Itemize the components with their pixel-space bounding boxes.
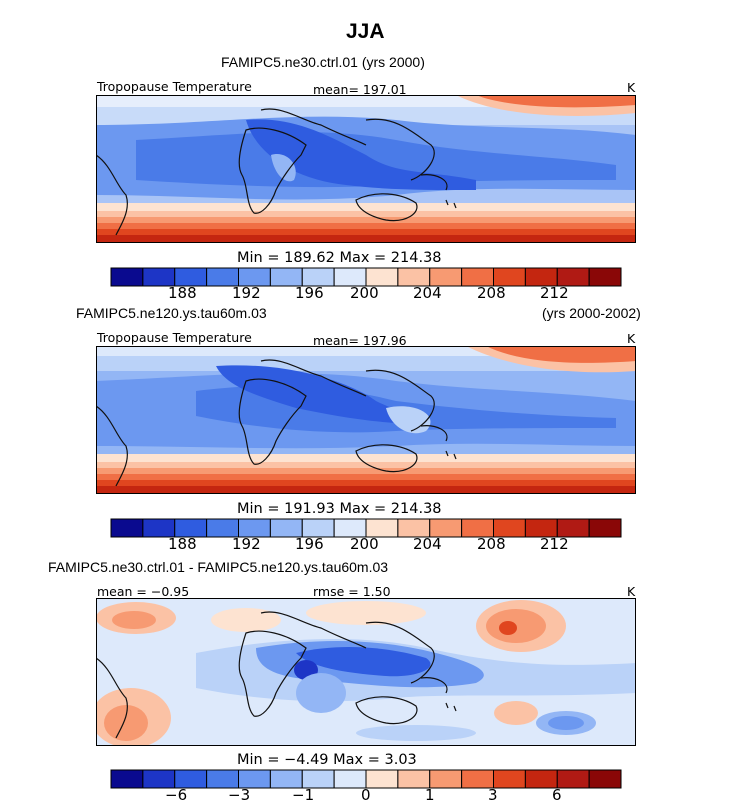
panel1-title: FAMIPC5.ne30.ctrl.01 (yrs 2000): [221, 54, 425, 70]
panel3-colorbar-tick: 0: [361, 786, 371, 804]
colorbar-swatch: [110, 267, 144, 287]
panel2-frame: [96, 346, 636, 494]
panel3-colorbar-tick: −6: [165, 786, 188, 804]
colorbar-swatch: [556, 769, 590, 789]
panel3-min-max: Min = −4.49 Max = 3.03: [237, 752, 417, 768]
panel3-colorbar-tick: −3: [228, 786, 251, 804]
panel2-colorbar-tick: 208: [477, 535, 506, 553]
panel2-years: (yrs 2000-2002): [542, 305, 641, 321]
panel3-frame: [96, 598, 636, 746]
panel3-rmse-label: rmse = 1.50: [313, 584, 391, 599]
colorbar-swatch: [588, 518, 622, 538]
panel3-colorbar-tick: 1: [425, 786, 435, 804]
panel3-map: [96, 598, 636, 746]
colorbar-swatch: [588, 267, 622, 287]
panel1-colorbar-tick: 200: [350, 284, 379, 302]
panel2-colorbar-tick: 188: [168, 535, 197, 553]
panel2-mean-label: mean= 197.96: [313, 333, 407, 348]
panel1-colorbar: [110, 267, 622, 287]
panel2-variable-label: Tropopause Temperature: [97, 330, 252, 345]
panel1-coastlines: [96, 108, 457, 236]
panel2-colorbar: [110, 518, 622, 538]
panel1-colorbar-tick: 212: [540, 284, 569, 302]
panel2-units-label: K: [627, 331, 636, 346]
panel3-colorbar-tick: −1: [292, 786, 315, 804]
panel2-colorbar-tick: 196: [295, 535, 324, 553]
figure-title: JJA: [346, 20, 385, 43]
colorbar-swatch: [110, 518, 144, 538]
panel3-colorbar-tick: 6: [552, 786, 562, 804]
colorbar-swatch: [365, 769, 399, 789]
panel1-colorbar-tick: 196: [295, 284, 324, 302]
panel2-colorbar-tick: 204: [413, 535, 442, 553]
panel3-title: FAMIPC5.ne30.ctrl.01 - FAMIPC5.ne120.ys.…: [48, 559, 389, 575]
panel1-colorbar-tick: 188: [168, 284, 197, 302]
panel1-colorbar-tick: 192: [232, 284, 261, 302]
panel2-min-max: Min = 191.93 Max = 214.38: [237, 501, 442, 517]
panel2-case: FAMIPC5.ne120.ys.tau60m.03: [76, 305, 267, 321]
panel1-units-label: K: [627, 80, 636, 95]
panel2-colorbar-tick: 192: [232, 535, 261, 553]
panel1-colorbar-tick: 208: [477, 284, 506, 302]
panel3-mean-label: mean = −0.95: [97, 584, 190, 599]
panel3-coastlines: [96, 611, 457, 739]
colorbar-swatch: [493, 769, 526, 789]
panel2-colorbar-tick: 200: [350, 535, 379, 553]
panel2-map: [96, 346, 636, 494]
colorbar-swatch: [588, 769, 622, 789]
panel3-colorbar-tick: 3: [488, 786, 498, 804]
panel1-map: [96, 95, 636, 243]
colorbar-swatch: [110, 769, 144, 789]
panel1-mean-label: mean= 197.01: [313, 82, 407, 97]
panel2-colorbar-tick: 212: [540, 535, 569, 553]
panel1-frame: [96, 95, 636, 243]
panel1-variable-label: Tropopause Temperature: [97, 79, 252, 94]
panel2-coastlines: [96, 359, 457, 487]
panel1-min-max: Min = 189.62 Max = 214.38: [237, 250, 442, 266]
panel3-units-label: K: [627, 584, 636, 599]
panel1-colorbar-tick: 204: [413, 284, 442, 302]
panel3-colorbar: [110, 769, 622, 789]
